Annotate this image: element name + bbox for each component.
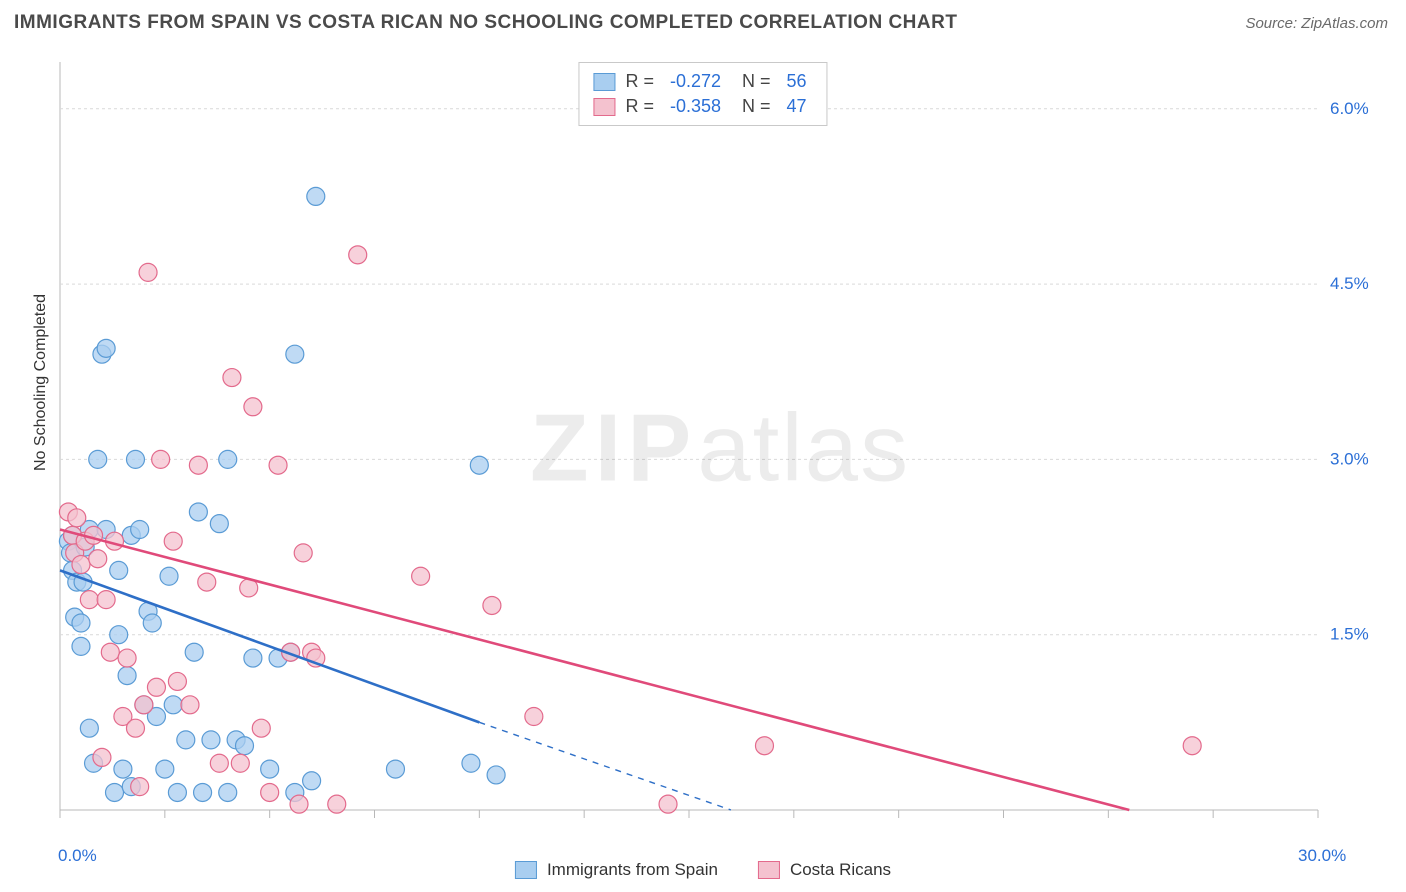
r-label: R =	[625, 71, 654, 92]
n-label: N =	[737, 71, 771, 92]
svg-text:6.0%: 6.0%	[1330, 99, 1369, 118]
stats-row-b: R = -0.358 N = 47	[593, 94, 812, 119]
chart-title: IMMIGRANTS FROM SPAIN VS COSTA RICAN NO …	[14, 12, 957, 34]
x-max-label: 30.0%	[1298, 846, 1346, 866]
swatch-a	[593, 73, 615, 91]
source-label: Source: ZipAtlas.com	[1245, 15, 1388, 32]
r-value-b: -0.358	[670, 96, 721, 117]
legend-swatch-a	[515, 861, 537, 879]
legend-label-a: Immigrants from Spain	[547, 860, 718, 880]
legend-item-a: Immigrants from Spain	[515, 860, 718, 880]
y-axis-label: No Schooling Completed	[32, 294, 50, 471]
r-value-a: -0.272	[670, 71, 721, 92]
stats-legend: R = -0.272 N = 56 R = -0.358 N = 47	[578, 62, 827, 126]
svg-text:4.5%: 4.5%	[1330, 274, 1369, 293]
title-bar: IMMIGRANTS FROM SPAIN VS COSTA RICAN NO …	[0, 0, 1406, 40]
legend-label-b: Costa Ricans	[790, 860, 891, 880]
n-value-b: 47	[787, 96, 807, 117]
x-min-label: 0.0%	[58, 846, 97, 866]
legend-item-b: Costa Ricans	[758, 860, 891, 880]
swatch-b	[593, 98, 615, 116]
n-label: N =	[737, 96, 771, 117]
series-legend: Immigrants from Spain Costa Ricans	[515, 860, 891, 880]
legend-swatch-b	[758, 861, 780, 879]
chart-container: IMMIGRANTS FROM SPAIN VS COSTA RICAN NO …	[0, 0, 1406, 892]
n-value-a: 56	[787, 71, 807, 92]
plot-area: 1.5%3.0%4.5%6.0% ZIPatlas	[52, 54, 1388, 854]
stats-row-a: R = -0.272 N = 56	[593, 69, 812, 94]
scatter-plot-svg: 1.5% 3.0% 4.5% 6.0%	[52, 54, 1388, 854]
svg-text:3.0%: 3.0%	[1330, 449, 1369, 468]
r-label: R =	[625, 96, 654, 117]
svg-text:1.5%: 1.5%	[1330, 625, 1369, 644]
